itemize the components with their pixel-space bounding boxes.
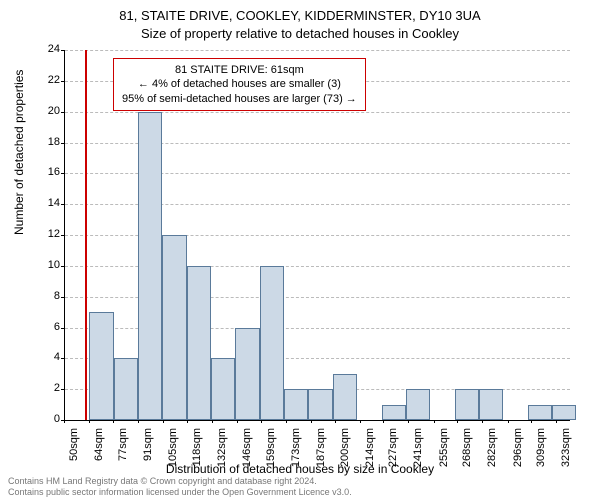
histogram-bar (308, 389, 332, 420)
histogram-bar (406, 389, 430, 420)
xtick-label: 282sqm (486, 428, 498, 472)
xtick-mark (556, 420, 557, 423)
footer-line1: Contains HM Land Registry data © Crown c… (8, 476, 352, 487)
ytick-label: 22 (32, 74, 60, 86)
ytick-mark (61, 266, 64, 267)
histogram-bar (138, 112, 162, 420)
xtick-label: 105sqm (167, 428, 179, 472)
ytick-label: 14 (32, 197, 60, 209)
histogram-bar (479, 389, 503, 420)
histogram-bar (114, 358, 138, 420)
xtick-label: 255sqm (438, 428, 450, 472)
histogram-bar (552, 405, 576, 420)
xtick-label: 241sqm (412, 428, 424, 472)
xtick-mark (64, 420, 65, 423)
annotation-line: ← 4% of detached houses are smaller (3) (122, 77, 357, 91)
annotation-box: 81 STAITE DRIVE: 61sqm← 4% of detached h… (113, 58, 366, 111)
xtick-mark (212, 420, 213, 423)
histogram-bar (260, 266, 284, 420)
gridline (65, 50, 570, 51)
ytick-label: 10 (32, 259, 60, 271)
xtick-label: 200sqm (339, 428, 351, 472)
xtick-mark (434, 420, 435, 423)
ytick-label: 20 (32, 105, 60, 117)
xtick-mark (508, 420, 509, 423)
xtick-mark (113, 420, 114, 423)
xtick-label: 296sqm (512, 428, 524, 472)
plot-area: 81 STAITE DRIVE: 61sqm← 4% of detached h… (64, 50, 570, 421)
histogram-bar (455, 389, 479, 420)
xtick-mark (360, 420, 361, 423)
annotation-line: 95% of semi-detached houses are larger (… (122, 92, 357, 106)
ytick-label: 24 (32, 43, 60, 55)
histogram-bar (528, 405, 552, 420)
ytick-mark (61, 328, 64, 329)
xtick-mark (187, 420, 188, 423)
xtick-label: 173sqm (290, 428, 302, 472)
xtick-mark (335, 420, 336, 423)
annotation-line: 81 STAITE DRIVE: 61sqm (122, 63, 357, 77)
xtick-label: 309sqm (535, 428, 547, 472)
ytick-mark (61, 112, 64, 113)
xtick-label: 77sqm (117, 428, 129, 472)
xtick-mark (286, 420, 287, 423)
footer-attribution: Contains HM Land Registry data © Crown c… (8, 476, 352, 498)
xtick-mark (408, 420, 409, 423)
xtick-mark (311, 420, 312, 423)
ytick-mark (61, 389, 64, 390)
xtick-label: 323sqm (560, 428, 572, 472)
histogram-bar (162, 235, 186, 420)
histogram-bar (211, 358, 235, 420)
ytick-mark (61, 358, 64, 359)
histogram-bar (284, 389, 308, 420)
xtick-label: 159sqm (265, 428, 277, 472)
xtick-mark (383, 420, 384, 423)
ytick-mark (61, 173, 64, 174)
xtick-label: 91sqm (142, 428, 154, 472)
chart-container: 81, STAITE DRIVE, COOKLEY, KIDDERMINSTER… (0, 0, 600, 500)
xtick-mark (531, 420, 532, 423)
footer-line2: Contains public sector information licen… (8, 487, 352, 498)
y-axis-label: Number of detached properties (12, 70, 26, 235)
xtick-label: 146sqm (241, 428, 253, 472)
ytick-label: 4 (32, 351, 60, 363)
ytick-label: 0 (32, 413, 60, 425)
xtick-label: 132sqm (216, 428, 228, 472)
ytick-label: 2 (32, 382, 60, 394)
xtick-mark (237, 420, 238, 423)
xtick-mark (138, 420, 139, 423)
title-address: 81, STAITE DRIVE, COOKLEY, KIDDERMINSTER… (0, 8, 600, 23)
ytick-mark (61, 204, 64, 205)
ytick-mark (61, 235, 64, 236)
title-subtitle: Size of property relative to detached ho… (0, 26, 600, 41)
xtick-label: 118sqm (191, 428, 203, 472)
xtick-mark (261, 420, 262, 423)
xtick-label: 214sqm (364, 428, 376, 472)
xtick-mark (457, 420, 458, 423)
histogram-bar (89, 312, 113, 420)
histogram-bar (187, 266, 211, 420)
ytick-mark (61, 143, 64, 144)
xtick-label: 268sqm (461, 428, 473, 472)
xtick-label: 187sqm (315, 428, 327, 472)
ytick-label: 6 (32, 321, 60, 333)
ytick-label: 8 (32, 290, 60, 302)
ytick-mark (61, 50, 64, 51)
ytick-label: 18 (32, 136, 60, 148)
histogram-bar (333, 374, 357, 420)
histogram-bar (382, 405, 406, 420)
xtick-label: 227sqm (387, 428, 399, 472)
xtick-label: 64sqm (93, 428, 105, 472)
xtick-label: 50sqm (68, 428, 80, 472)
ytick-mark (61, 297, 64, 298)
histogram-bar (235, 328, 259, 421)
xtick-mark (482, 420, 483, 423)
subject-marker-line (85, 50, 87, 420)
ytick-label: 12 (32, 228, 60, 240)
xtick-mark (163, 420, 164, 423)
xtick-mark (89, 420, 90, 423)
ytick-mark (61, 81, 64, 82)
ytick-label: 16 (32, 166, 60, 178)
